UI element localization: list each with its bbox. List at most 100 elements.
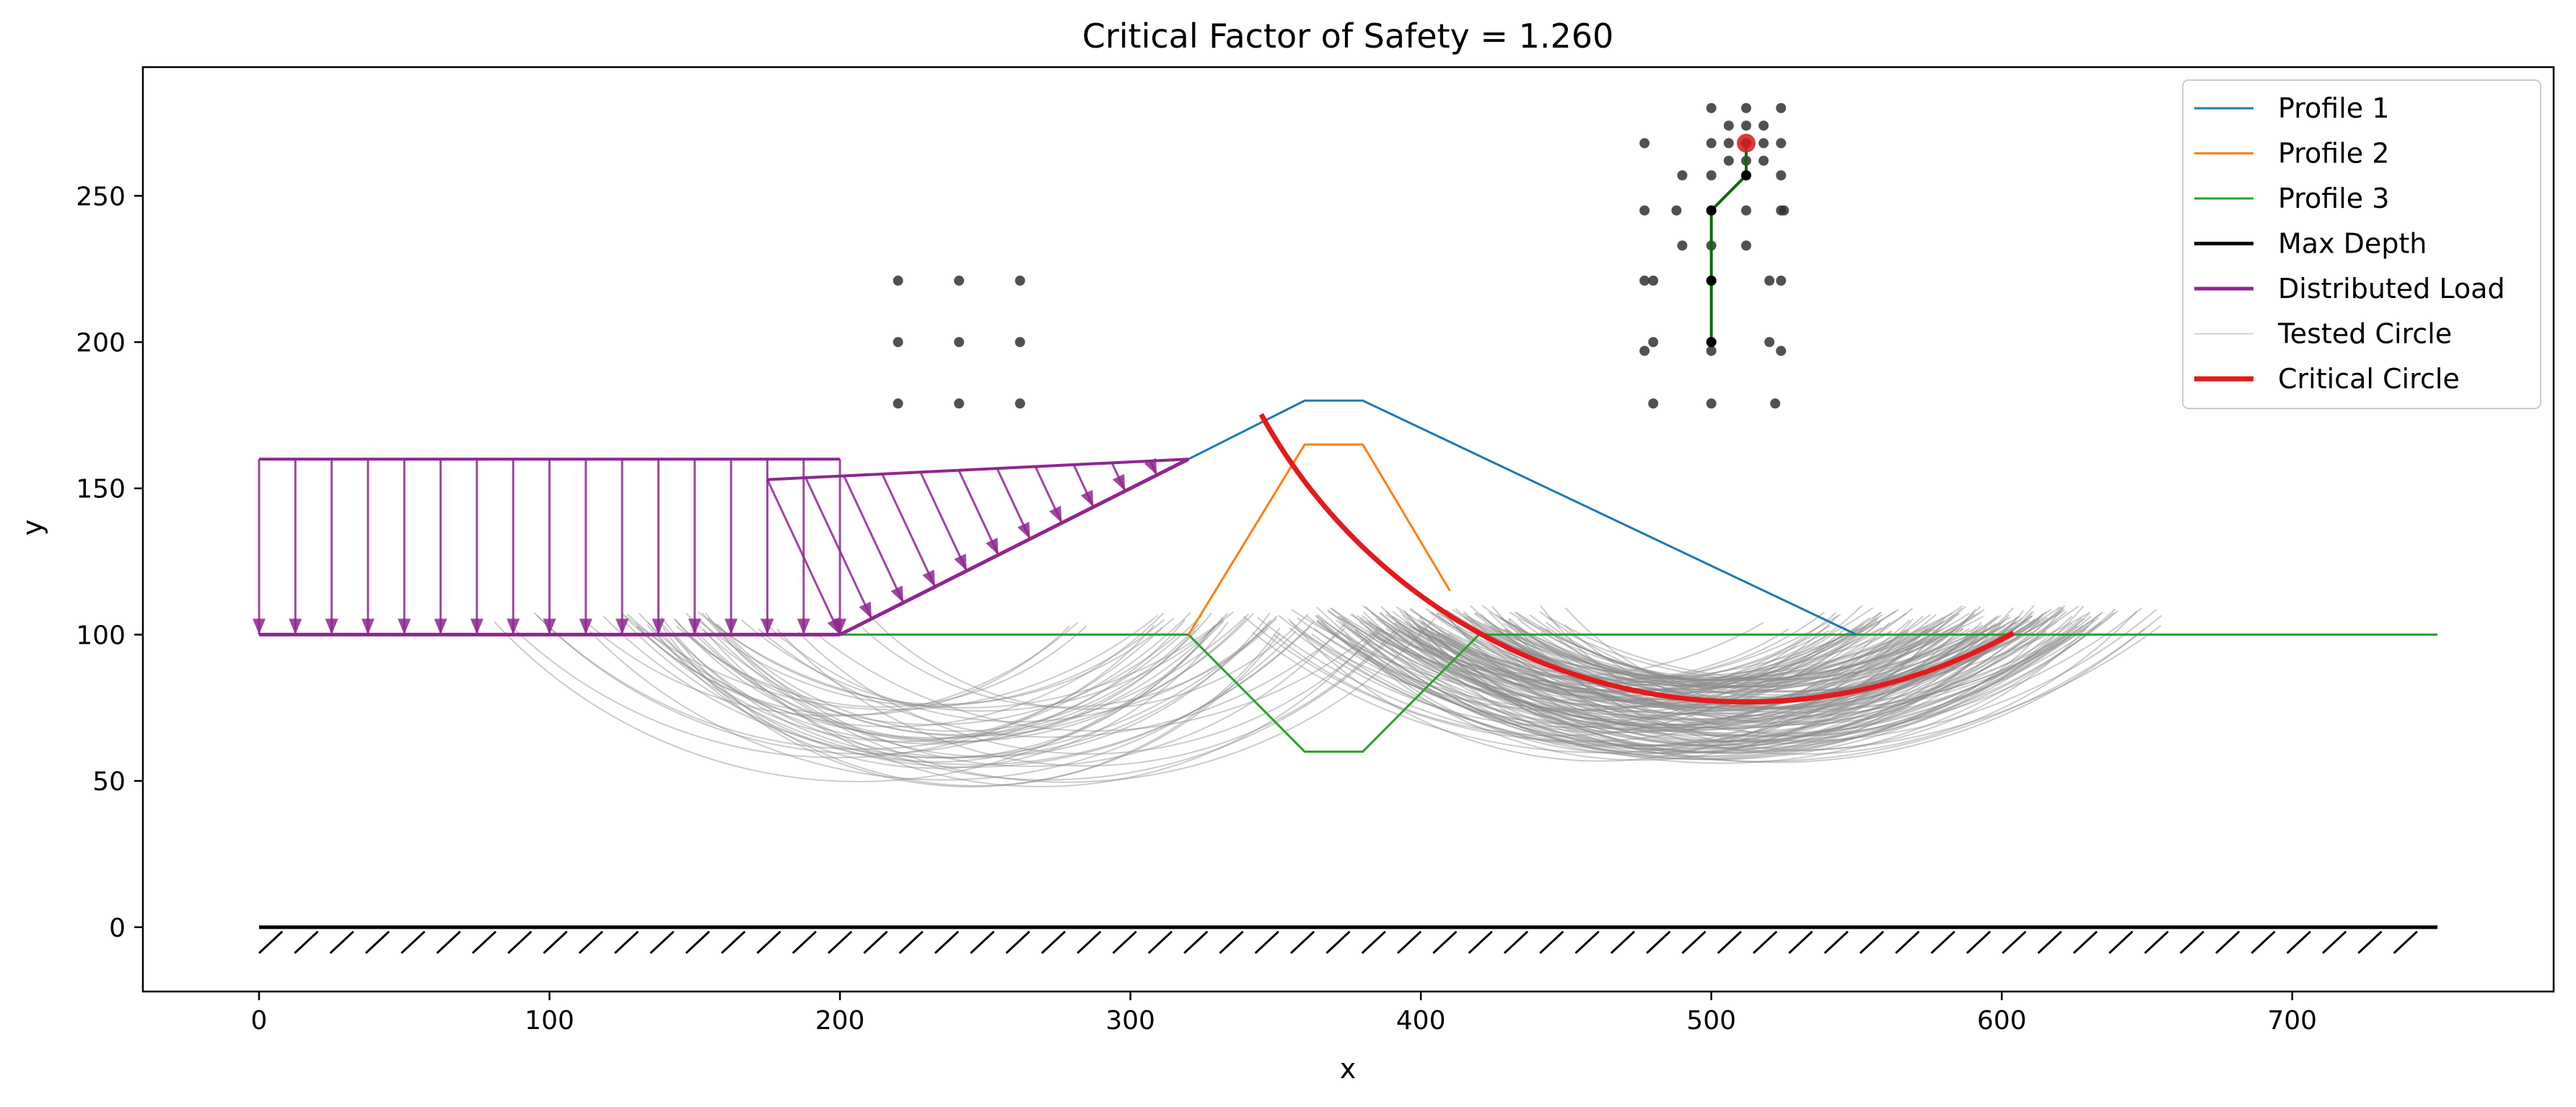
search-center-point: [1723, 138, 1734, 149]
tested-circle-arc: [1434, 632, 2006, 722]
hatch-mark: [2072, 930, 2098, 954]
hatch-mark: [1077, 930, 1102, 954]
load-arrowhead: [890, 585, 903, 603]
x-tick-label: 0: [251, 1006, 268, 1036]
search-center-point: [1015, 398, 1025, 409]
hatch-mark: [1717, 930, 1742, 954]
tested-circle-arc: [1469, 629, 1936, 681]
tested-circle-arc: [1385, 611, 2035, 746]
tested-circle-arc: [714, 623, 1346, 767]
tested-circle-arc: [1418, 626, 1988, 750]
load-arrowhead: [688, 618, 701, 635]
y-tick-label: 200: [76, 328, 126, 358]
tested-circle-arc: [1435, 608, 2157, 742]
tested-circle-arc: [740, 619, 1225, 712]
tested-circle-arc: [1419, 621, 1982, 744]
load-arrowhead: [1017, 522, 1030, 539]
tested-circle-arc: [1489, 625, 2089, 714]
hatch-mark: [1041, 930, 1066, 954]
load-arrowhead: [652, 618, 665, 635]
tested-circle-arc: [1273, 634, 1843, 737]
hatch-mark: [2393, 930, 2418, 954]
plot-area: [253, 102, 2437, 954]
hatch-mark: [364, 930, 390, 954]
y-axis-label: y: [17, 520, 48, 536]
tested-circle-arc: [1436, 605, 2035, 743]
hatch-mark: [1788, 930, 1813, 954]
search-center-point: [954, 398, 965, 409]
legend: Profile 1 Profile 2 Profile 3 Max Depth Dist…: [2182, 79, 2541, 409]
axes: 0 100 200 300 400 500 600 700 0 50 100 150 200 250: [76, 66, 2555, 1036]
tested-circle-arc: [1354, 629, 1928, 727]
legend-label: Profile 1: [2278, 92, 2389, 124]
tested-circle-arc: [1440, 633, 1977, 708]
tested-circle-arc: [1509, 611, 2091, 692]
tested-circle-arc: [1405, 613, 1976, 721]
tested-circle-arc: [690, 629, 1401, 781]
hatch-mark: [2215, 930, 2240, 954]
hatch-mark: [934, 930, 960, 954]
hatch-mark: [471, 930, 497, 954]
load-arrowhead: [1112, 473, 1126, 491]
hatch-mark: [543, 930, 568, 954]
hatch-mark: [1610, 930, 1636, 954]
tested-circle-arc: [636, 625, 1071, 716]
tested-circle-arc: [1455, 608, 1962, 712]
tested-circle-arc: [1375, 631, 2015, 729]
hatch-mark: [436, 930, 461, 954]
legend-label: Profile 3: [2278, 183, 2389, 214]
tested-circle-arc: [1513, 633, 1946, 681]
tested-circle-arc: [1437, 629, 1789, 681]
search-center-point: [1758, 155, 1769, 166]
tested-circle-arc: [717, 623, 1200, 732]
hatch-mark: [1005, 930, 1030, 954]
load-arrow: [843, 475, 905, 603]
tested-circle-arc: [637, 626, 1311, 766]
tested-circle-arc: [1316, 613, 1937, 730]
tested-circle-arc: [1529, 614, 1931, 684]
tested-circle-arc: [673, 618, 1247, 743]
tested-circle-arc: [695, 629, 1196, 743]
search-center-point: [1776, 102, 1787, 113]
tested-circle-arc: [776, 629, 1397, 767]
tested-circle-arc: [535, 614, 1203, 755]
max-depth-hatching: [258, 930, 2418, 954]
tested-circle-arc: [1500, 616, 1945, 681]
tested-circle-arc: [1380, 619, 1883, 719]
tested-circle-arc: [1429, 611, 1825, 681]
tested-circle-arc: [1473, 628, 1963, 688]
center-search-path: [1709, 143, 1748, 343]
hatch-mark: [2037, 930, 2062, 954]
search-center-point: [893, 275, 903, 286]
tested-circle-arc: [647, 621, 1229, 769]
hatch-mark: [614, 930, 639, 954]
hatch-mark: [1361, 930, 1386, 954]
tested-circle-arc: [1343, 624, 2084, 761]
hatch-mark: [258, 930, 284, 954]
search-center-point: [1723, 155, 1734, 166]
tested-circle-arc: [1392, 611, 2068, 729]
tested-circle-arc: [1495, 613, 1955, 688]
tested-circle-arc: [1410, 608, 2142, 738]
tested-circle-arc: [1417, 618, 2041, 717]
load-top-line: [767, 458, 1189, 481]
x-tick-label: 500: [1686, 1006, 1736, 1036]
hatch-mark: [898, 930, 924, 954]
hatch-mark: [1219, 930, 1244, 954]
tested-circle-arc: [1368, 621, 1764, 677]
tested-circle-arc: [1392, 630, 1892, 701]
tested-circle-arc: [707, 617, 1175, 705]
load-arrowhead: [986, 538, 999, 555]
tested-circle-arc: [1316, 621, 2058, 747]
tested-circle-arc: [586, 622, 1079, 717]
hatch-mark: [1183, 930, 1209, 954]
load-arrowhead: [761, 618, 774, 635]
tested-circle-arc: [1397, 621, 1943, 701]
search-center-point: [1015, 275, 1025, 286]
load-arrow: [919, 471, 968, 572]
tested-circle-arc: [603, 615, 1278, 758]
tested-circle-arc: [1478, 633, 1861, 704]
tested-circle-arc: [1327, 611, 1896, 693]
tested-circle-arc: [1414, 626, 1954, 709]
hatch-mark: [329, 930, 354, 954]
